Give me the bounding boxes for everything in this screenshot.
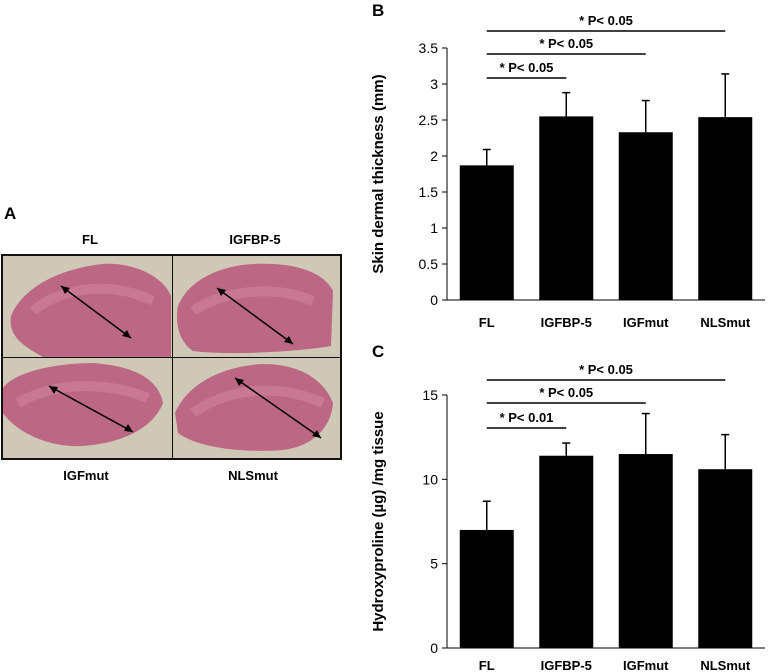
panel-b-y-tick-label: 1.5 bbox=[419, 184, 439, 200]
micrograph-fl bbox=[3, 256, 173, 358]
panel-b-bar-igfmut bbox=[618, 132, 673, 300]
micrograph-label-nlsmut: NLSmut bbox=[228, 468, 278, 483]
micrograph-grid bbox=[1, 254, 342, 460]
panel-c-x-tick-label: IGFmut bbox=[623, 658, 669, 672]
panel-b-bar-nlsmut bbox=[698, 117, 753, 301]
panel-c-bar-nlsmut bbox=[698, 469, 753, 648]
panel-c-x-tick-label: NLSmut bbox=[700, 658, 751, 672]
panel-b-y-tick-label: 0 bbox=[430, 292, 438, 308]
panel-b-bar-fl bbox=[459, 165, 514, 300]
tissue-section-fl bbox=[10, 263, 172, 357]
panel-c-y-tick-label: 5 bbox=[430, 556, 438, 572]
panel-c-significance-label: * P< 0.05 bbox=[579, 362, 633, 377]
panel-b-letter: B bbox=[372, 1, 384, 20]
panel-c-significance-label: * P< 0.01 bbox=[500, 410, 554, 425]
panel-c-bar-fl bbox=[459, 529, 514, 648]
panel-c-x-tick-label: IGFBP-5 bbox=[541, 658, 592, 672]
micrograph-igfmut bbox=[3, 358, 173, 458]
micrograph-nlsmut bbox=[173, 358, 340, 458]
panel-b-x-tick-label: IGFmut bbox=[623, 315, 669, 330]
panel-c-y-tick-label: 0 bbox=[430, 640, 438, 656]
panel-b-bar-igfbp-5 bbox=[539, 116, 594, 301]
panel-c-y-tick-label: 10 bbox=[422, 471, 438, 487]
micrograph-label-fl: FL bbox=[82, 232, 98, 247]
panel-c-significance-label: * P< 0.05 bbox=[539, 385, 593, 400]
panel-c-y-tick-label: 15 bbox=[422, 387, 438, 403]
panel-b-y-tick-label: 2.5 bbox=[419, 112, 439, 128]
panel-c-bar-igfbp-5 bbox=[539, 455, 594, 648]
panel-b-y-tick-label: 0.5 bbox=[419, 256, 439, 272]
panel-b-significance-label: * P< 0.05 bbox=[579, 13, 633, 28]
panel-b-significance-label: * P< 0.05 bbox=[539, 36, 593, 51]
panel-b-significance-label: * P< 0.05 bbox=[500, 60, 554, 75]
panel-a-letter: A bbox=[4, 204, 17, 223]
tissue-section-nlsmut bbox=[175, 364, 333, 451]
panel-b-x-tick-label: FL bbox=[479, 315, 495, 330]
panel-c-bar-igfmut bbox=[618, 454, 673, 648]
panel-b-y-tick-label: 3.5 bbox=[419, 40, 439, 56]
micrograph-label-igfbp5: IGFBP-5 bbox=[229, 232, 281, 247]
panel-c-letter: C bbox=[372, 342, 384, 361]
panel-b-x-tick-label: NLSmut bbox=[700, 315, 751, 330]
panel-b-x-tick-label: IGFBP-5 bbox=[541, 315, 592, 330]
tissue-section-igfbp5 bbox=[176, 263, 333, 354]
panel-b-y-tick-label: 2 bbox=[430, 148, 438, 164]
panel-b-y-axis-label: Skin dermal thickness (mm) bbox=[370, 74, 387, 273]
micrograph-igfbp5 bbox=[173, 256, 340, 358]
tissue-section-igfmut bbox=[3, 363, 163, 447]
panel-b-y-tick-label: 3 bbox=[430, 76, 438, 92]
panel-c-x-tick-label: FL bbox=[479, 658, 495, 672]
micrograph-label-igfmut: IGFmut bbox=[63, 468, 109, 483]
panel-c-y-axis-label: Hydroxyproline (µg) /mg tissue bbox=[370, 411, 387, 631]
panel-b-y-tick-label: 1 bbox=[430, 220, 438, 236]
